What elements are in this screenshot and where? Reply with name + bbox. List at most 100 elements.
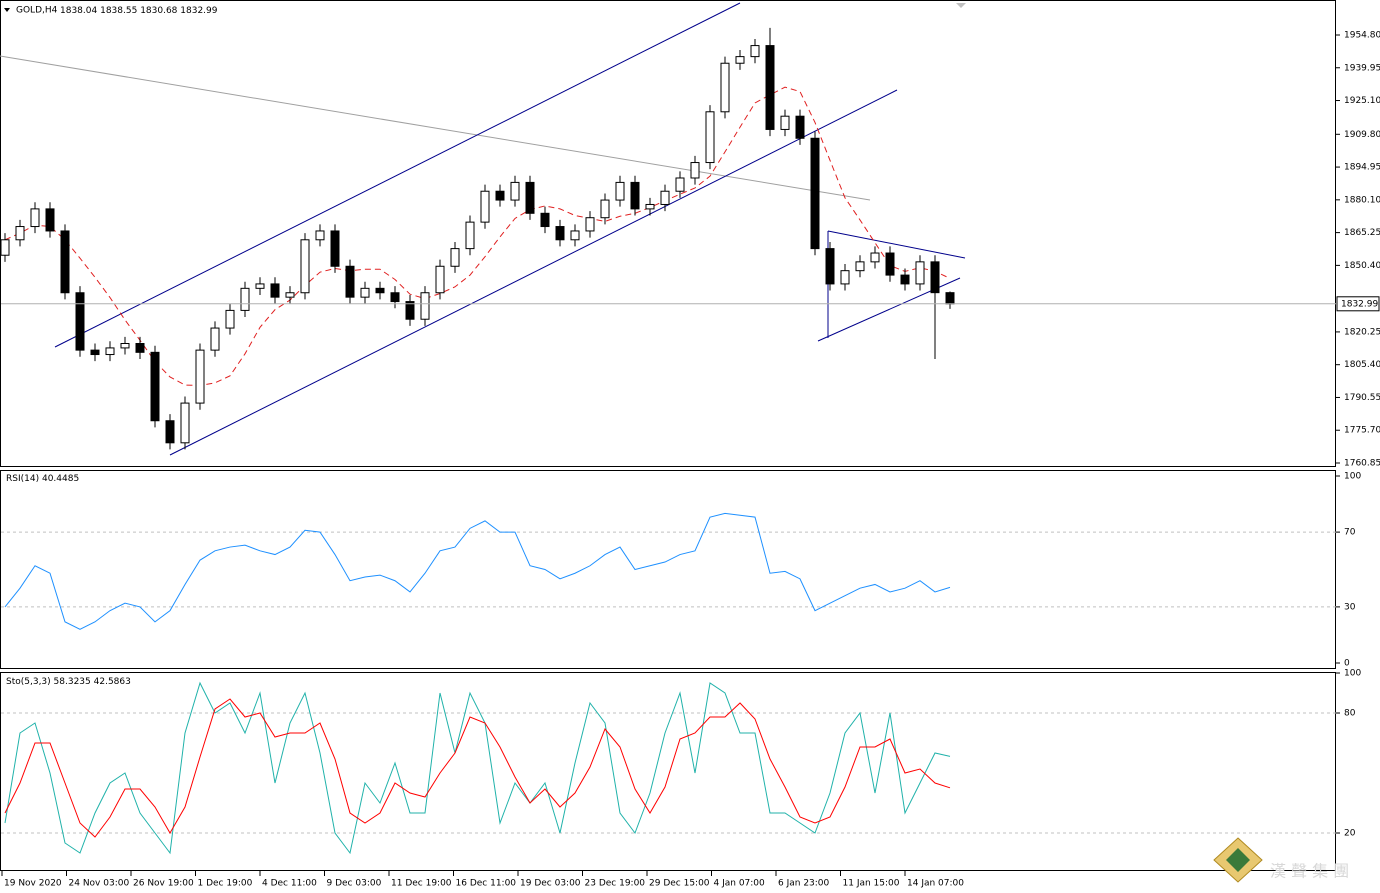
y-tick-label: 1925.10	[1344, 96, 1380, 106]
candle-body	[420, 292, 430, 320]
candle-body	[195, 349, 205, 404]
candle-body	[240, 287, 250, 311]
candle-body	[720, 62, 730, 113]
y-tick-label: 70	[1344, 528, 1356, 538]
candle-body	[15, 226, 25, 241]
main-panel	[0, 0, 1336, 467]
candle-body	[435, 265, 445, 294]
candle-body	[495, 190, 505, 201]
rsi-value: 40.4485	[42, 474, 79, 484]
y-tick-label: 1954.80	[1344, 30, 1380, 40]
candle-body	[30, 208, 40, 228]
price-label: 1832.99	[1341, 299, 1378, 309]
candle-body	[945, 292, 955, 305]
candle-body	[645, 203, 655, 210]
x-tick-label: 24 Nov 03:00	[69, 879, 130, 889]
candle-body	[360, 287, 370, 298]
ohlc-readout: 1838.04 1838.55 1830.68 1832.99	[60, 6, 218, 16]
logo-inner	[1226, 848, 1250, 872]
candle-body	[525, 181, 535, 214]
candle-body	[570, 230, 580, 241]
x-tick-label: 9 Dec 03:00	[327, 879, 382, 889]
candle-body	[210, 327, 220, 351]
y-tick-label: 1820.25	[1344, 327, 1380, 337]
candle-body	[480, 190, 490, 223]
candle-body	[855, 261, 865, 272]
candle-body	[690, 162, 700, 179]
candle-body	[765, 45, 775, 130]
x-tick-label: 4 Dec 11:00	[262, 879, 317, 889]
candle-body	[90, 349, 100, 356]
candle-body	[315, 230, 325, 241]
candle-body	[405, 301, 415, 320]
shift-marker	[956, 3, 966, 8]
y-tick-label: 1894.95	[1344, 163, 1380, 173]
candle-body	[150, 351, 160, 422]
y-tick-label: 0	[1344, 659, 1350, 669]
dropdown-icon[interactable]	[4, 8, 10, 12]
candle-body	[225, 309, 235, 329]
x-tick-label: 19 Dec 03:00	[520, 879, 581, 889]
candle-body	[120, 343, 130, 349]
candle-body	[555, 226, 565, 241]
indicator-line	[4, 698, 951, 838]
candle-body	[45, 208, 55, 232]
candle-body	[105, 347, 115, 356]
sto-signal-value: 42.5863	[94, 677, 131, 687]
y-tick-label: 20	[1344, 829, 1356, 839]
x-tick-label: 6 Jan 23:00	[778, 879, 830, 889]
candle-body	[840, 270, 850, 285]
candle-body	[465, 221, 475, 250]
channel-upper	[54, 2, 741, 348]
candle-body	[390, 292, 400, 303]
candle-body	[165, 420, 175, 444]
y-tick-label: 1939.95	[1344, 63, 1380, 73]
x-tick-label: 19 Nov 2020	[4, 879, 62, 889]
y-tick-label: 30	[1344, 602, 1356, 612]
rsi-title: RSI(14) 40.4485	[6, 474, 79, 484]
x-tick-label: 16 Dec 11:00	[456, 879, 517, 889]
candle-body	[630, 181, 640, 210]
candle-body	[750, 45, 760, 58]
x-tick-label: 26 Nov 19:00	[133, 879, 194, 889]
y-tick-label: 1865.25	[1344, 228, 1380, 238]
x-tick-label: 4 Jan 07:00	[714, 879, 766, 889]
y-tick-label: 1850.40	[1344, 261, 1380, 271]
logo: 漢 聲 集 團	[1213, 837, 1349, 883]
candle-body	[60, 230, 70, 294]
price-label-box	[1336, 296, 1380, 312]
candle-body	[540, 212, 550, 228]
candle-body	[705, 111, 715, 164]
candle-body	[930, 261, 940, 294]
moving-average	[4, 86, 951, 386]
candle-body	[345, 265, 355, 298]
candle-body	[810, 137, 820, 250]
y-tick-label: 1880.10	[1344, 195, 1380, 205]
x-tick-label: 14 Jan 07:00	[907, 879, 964, 889]
candle-body	[600, 199, 610, 219]
rsi-name: RSI(14)	[6, 474, 39, 484]
sto-main-value: 58.3235	[54, 677, 91, 687]
rsi-panel	[0, 470, 1336, 669]
candle-body	[510, 181, 520, 201]
candle-body	[285, 292, 295, 298]
y-tick-label: 1909.80	[1344, 130, 1380, 140]
x-tick-label: 23 Dec 19:00	[585, 879, 646, 889]
candle-body	[0, 239, 10, 256]
candle-body	[270, 283, 280, 298]
candle-body	[660, 190, 670, 205]
candle-body	[735, 56, 745, 64]
candle-body	[300, 239, 310, 294]
candle-body	[375, 287, 385, 294]
candle-body	[135, 343, 145, 353]
channel-lower	[169, 89, 898, 456]
candle-body	[915, 261, 925, 285]
low-value: 1830.68	[140, 6, 177, 16]
candle-body	[75, 292, 85, 351]
y-tick-label: 100	[1344, 669, 1361, 679]
sto-name: Sto(5,3,3)	[6, 677, 51, 687]
candle-body	[900, 274, 910, 285]
x-tick-label: 11 Jan 15:00	[843, 879, 900, 889]
close-value: 1832.99	[180, 6, 217, 16]
candle-body	[780, 115, 790, 130]
